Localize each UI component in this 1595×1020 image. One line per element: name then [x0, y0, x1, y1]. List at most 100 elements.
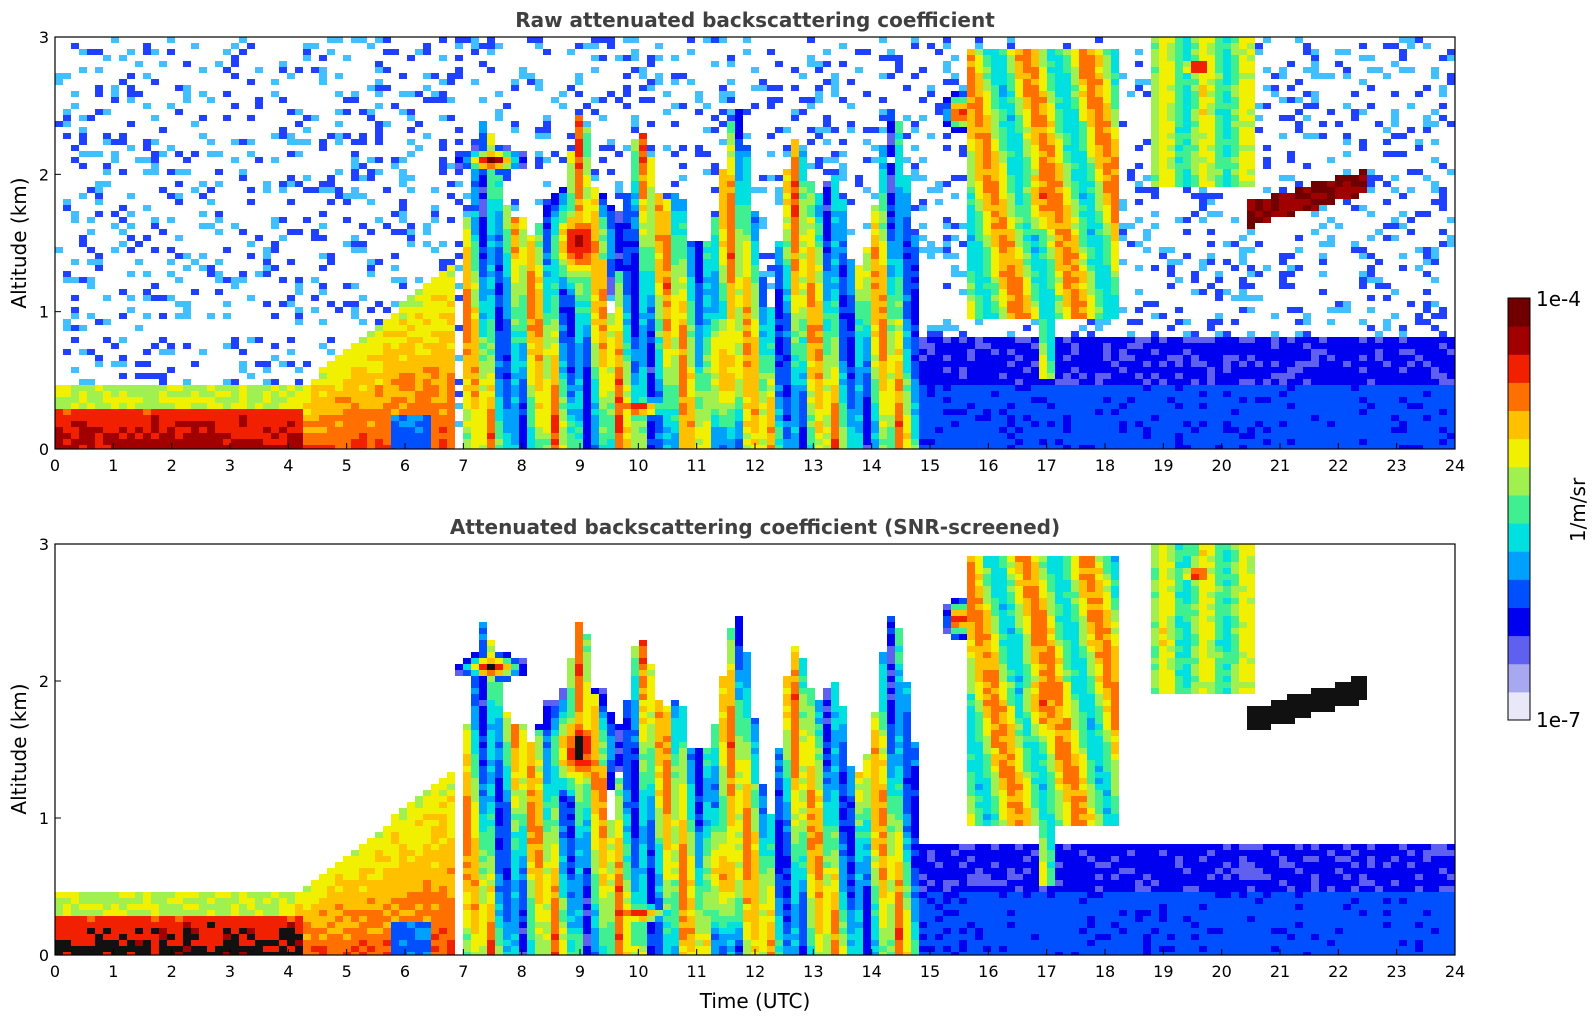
- heatmap-cell: [703, 151, 711, 157]
- heatmap-cell: [71, 403, 79, 409]
- heatmap-cell: [967, 61, 975, 67]
- heatmap-cell: [463, 331, 471, 337]
- heatmap-cell: [647, 337, 655, 343]
- heatmap-cell: [391, 319, 399, 325]
- heatmap-cell: [711, 445, 719, 449]
- heatmap-cell: [799, 319, 807, 325]
- heatmap-cell: [303, 391, 311, 397]
- heatmap-cell: [911, 169, 919, 175]
- heatmap-cell: [199, 133, 207, 139]
- heatmap-cell: [327, 187, 335, 193]
- heatmap-cell: [887, 295, 895, 301]
- heatmap-cell: [695, 277, 703, 283]
- heatmap-cell: [495, 283, 503, 289]
- heatmap-cell: [215, 385, 223, 391]
- heatmap-cell: [359, 349, 367, 355]
- heatmap-cell: [1007, 355, 1015, 361]
- heatmap-cell: [135, 157, 143, 163]
- heatmap-cell: [999, 103, 1007, 109]
- heatmap-cell: [935, 385, 943, 391]
- heatmap-cell: [663, 253, 671, 259]
- heatmap-cell: [831, 91, 839, 97]
- heatmap-cell: [327, 49, 335, 55]
- heatmap-cell: [607, 325, 615, 331]
- heatmap-cell: [511, 301, 519, 307]
- heatmap-cell: [623, 343, 631, 349]
- heatmap-cell: [831, 259, 839, 265]
- heatmap-cell: [999, 391, 1007, 397]
- heatmap-cell: [895, 361, 903, 367]
- heatmap-cell: [983, 343, 991, 349]
- heatmap-cell: [967, 247, 975, 253]
- heatmap-cell: [487, 37, 495, 43]
- heatmap-cell: [975, 103, 983, 109]
- heatmap-cell: [727, 277, 735, 283]
- heatmap-cell: [823, 229, 831, 235]
- heatmap-cell: [863, 307, 871, 313]
- heatmap-cell: [335, 373, 343, 379]
- heatmap-cell: [743, 343, 751, 349]
- heatmap-cell: [695, 403, 703, 409]
- heatmap-cell: [1031, 337, 1039, 343]
- heatmap-cell: [975, 409, 983, 415]
- heatmap-cell: [567, 427, 575, 433]
- heatmap-cell: [791, 301, 799, 307]
- heatmap-cell: [719, 265, 727, 271]
- heatmap-cell: [95, 67, 103, 73]
- heatmap-cell: [319, 379, 327, 385]
- heatmap-cell: [967, 313, 975, 319]
- heatmap-cell: [63, 349, 71, 355]
- heatmap-cell: [239, 409, 247, 415]
- heatmap-cell: [1031, 391, 1039, 397]
- heatmap-cell: [271, 79, 279, 85]
- heatmap-cell: [815, 127, 823, 133]
- heatmap-cell: [375, 301, 383, 307]
- heatmap-cell: [199, 67, 207, 73]
- heatmap-cell: [695, 259, 703, 265]
- heatmap-cell: [359, 361, 367, 367]
- heatmap-cell: [895, 61, 903, 67]
- heatmap-cell: [895, 445, 903, 449]
- heatmap-cell: [935, 343, 943, 349]
- heatmap-cell: [735, 295, 743, 301]
- heatmap-cell: [871, 355, 879, 361]
- heatmap-cell: [519, 157, 527, 163]
- heatmap-cell: [903, 181, 911, 187]
- heatmap-cell: [615, 283, 623, 289]
- heatmap-cell: [967, 271, 975, 277]
- heatmap-cell: [591, 67, 599, 73]
- heatmap-cell: [407, 385, 415, 391]
- heatmap-cell: [375, 259, 383, 265]
- heatmap-cell: [71, 367, 79, 373]
- heatmap-cell: [679, 427, 687, 433]
- heatmap-cell: [919, 67, 927, 73]
- heatmap-cell: [999, 265, 1007, 271]
- heatmap-cell: [871, 427, 879, 433]
- heatmap-cell: [591, 253, 599, 259]
- heatmap-cell: [1015, 247, 1023, 253]
- heatmap-cell: [879, 427, 887, 433]
- heatmap-cell: [727, 271, 735, 277]
- heatmap-cell: [687, 373, 695, 379]
- heatmap-cell: [671, 121, 679, 127]
- heatmap-cell: [415, 427, 423, 433]
- heatmap-cell: [687, 409, 695, 415]
- heatmap-cell: [783, 145, 791, 151]
- heatmap-cell: [967, 85, 975, 91]
- heatmap-cell: [383, 433, 391, 439]
- heatmap-cell: [503, 175, 511, 181]
- heatmap-cell: [679, 217, 687, 223]
- heatmap-cell: [407, 295, 415, 301]
- heatmap-cell: [567, 175, 575, 181]
- heatmap-cell: [927, 247, 935, 253]
- heatmap-cell: [1023, 67, 1031, 73]
- heatmap-cell: [887, 265, 895, 271]
- heatmap-cell: [775, 247, 783, 253]
- heatmap-cell: [735, 223, 743, 229]
- heatmap-cell: [727, 79, 735, 85]
- heatmap-cell: [1007, 103, 1015, 109]
- heatmap-cell: [583, 397, 591, 403]
- heatmap-cell: [479, 349, 487, 355]
- heatmap-cell: [631, 427, 639, 433]
- heatmap-cell: [1031, 271, 1039, 277]
